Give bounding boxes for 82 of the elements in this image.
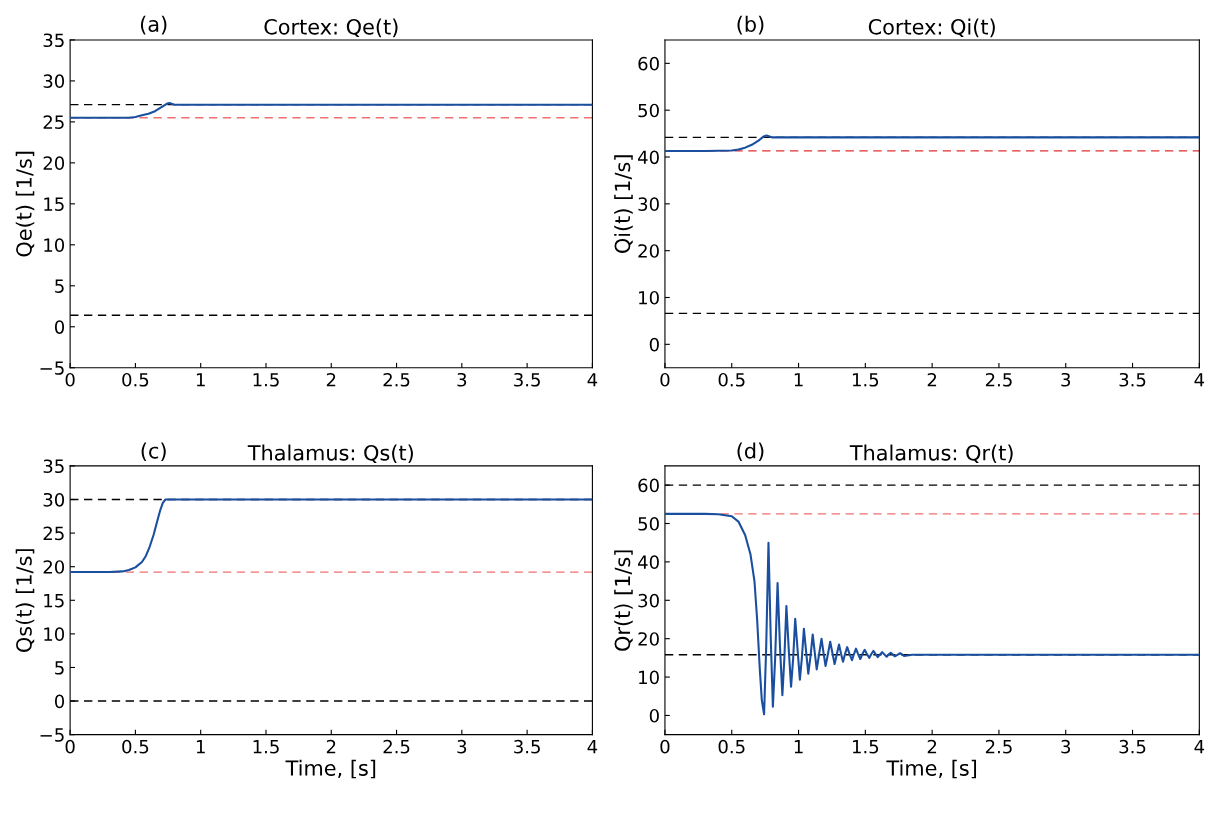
x-tick-label: 0 [65,739,75,754]
y-tick-label: 50 [638,516,659,531]
y-tick-label: 20 [638,632,659,646]
x-tick-label: 1 [196,740,205,754]
x-tick-label: 1 [196,373,205,387]
x-tick-label: 2 [927,739,937,754]
y-tick-label: 30 [638,593,659,608]
text: (a) [140,15,167,35]
y-tick-label: 35 [43,33,64,48]
y-tick-label: 0 [649,708,659,723]
y-axis-title: Qe(t) [1/s] [15,151,35,257]
text: (d) [737,442,764,462]
x-tick-label: 0.5 [122,739,149,754]
y-tick-label: 5 [55,279,64,293]
y-tick-label: 10 [44,238,65,252]
x-tick-label: 3 [1061,739,1071,754]
y-tick-label: 30 [43,492,65,507]
y-tick-label: 15 [44,593,64,608]
x-tick-label: 3 [457,739,467,754]
x-tick-label: 3 [1061,372,1071,387]
y-tick-label: 10 [639,670,659,685]
y-tick-label: 35 [43,459,64,474]
x-tick-label: 1.5 [852,740,879,754]
y-axis-title: Qs(t) [1/s] [15,549,35,652]
x-tick-label: 2.5 [985,372,1012,387]
chart-title: Cortex: Qi(t) [868,18,995,38]
y-tick-label: 30 [43,74,65,89]
y-tick-label: 20 [638,244,659,258]
x-tick-label: 4 [1194,373,1205,387]
x-tick-label: 0 [660,739,670,754]
x-tick-label: 2.5 [383,372,410,387]
x-tick-label: 1.5 [253,740,279,754]
y-tick-label: 20 [43,156,65,170]
y-tick-label: 40 [638,150,659,165]
y-tick-label: 25 [43,115,64,129]
x-tick-label: 4 [587,373,598,387]
y-tick-label: 25 [43,526,64,541]
x-tick-label: 0 [65,372,75,387]
x-tick-label: 2.5 [383,739,410,754]
y-tick-label: 10 [44,627,65,641]
y-tick-label: 30 [638,197,659,211]
x-tick-label: 0 [660,372,670,387]
x-tick-label: 3.5 [1119,739,1146,754]
y-tick-label: 15 [44,197,64,211]
x-axis-title: Time, [s] [886,759,977,779]
y-axis-title: Qi(t) [1/s] [614,155,633,253]
y-tick-label: 0 [649,337,659,352]
x-tick-label: 3.5 [1119,372,1146,387]
y-tick-label: 0 [54,694,65,709]
x-tick-label: 0.5 [718,372,745,387]
x-tick-label: 3.5 [514,372,540,387]
x-tick-label: 1.5 [253,373,279,387]
x-tick-label: 2.5 [985,739,1012,754]
y-axis-title: Qr(t) [1/s] [614,550,633,651]
x-tick-label: 1 [794,373,803,387]
x-tick-label: 4 [1194,740,1205,754]
x-tick-label: 2 [326,372,336,387]
x-tick-label: 2 [326,739,336,754]
y-tick-label: −5 [40,728,64,742]
x-tick-label: 0.5 [718,739,745,754]
x-tick-label: 0.5 [122,372,149,387]
y-tick-label: −5 [40,361,64,375]
y-tick-label: 50 [638,103,659,118]
x-tick-label: 3.5 [514,739,540,754]
y-tick-label: 20 [43,560,65,574]
y-tick-label: 5 [55,661,64,675]
y-tick-label: 10 [639,290,659,305]
chart-title: Thalamus: Qr(t) [849,444,1013,464]
x-tick-label: 4 [587,740,598,754]
text: (b) [737,15,764,35]
chart-title: Thalamus: Qs(t) [247,444,413,464]
x-tick-label: 1 [794,740,803,754]
chart-title: Cortex: Qe(t) [264,18,398,38]
y-tick-label: 40 [638,555,659,570]
y-tick-label: 0 [54,320,65,334]
y-tick-label: 60 [638,56,659,71]
x-tick-label: 1.5 [852,373,879,387]
x-tick-label: 2 [927,372,937,387]
x-tick-label: 3 [457,372,467,387]
x-axis-title: Time, [s] [285,759,376,779]
y-tick-label: 60 [638,478,659,493]
text: (c) [141,442,166,462]
